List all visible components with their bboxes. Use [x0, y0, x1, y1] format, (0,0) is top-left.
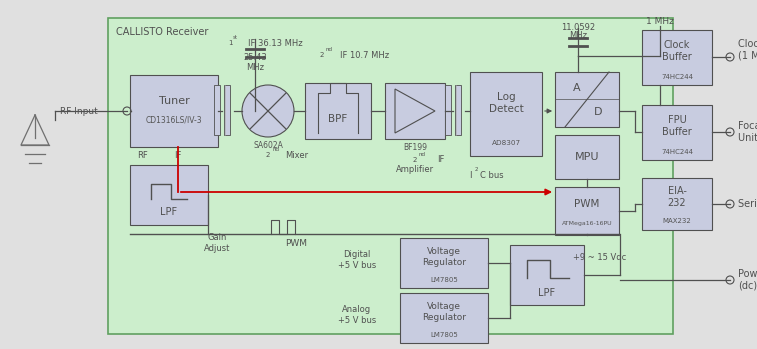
Text: Clock
Buffer: Clock Buffer	[662, 40, 692, 62]
Text: ATMega16-16PU: ATMega16-16PU	[562, 222, 612, 227]
Bar	[555, 135, 619, 179]
Text: 2: 2	[475, 167, 478, 172]
Text: 1 MHz: 1 MHz	[646, 17, 674, 27]
Text: 25.43: 25.43	[243, 53, 267, 62]
Text: EIA-
232: EIA- 232	[668, 186, 687, 208]
Text: nd: nd	[419, 152, 425, 157]
Bar	[385, 83, 445, 139]
Text: LM7805: LM7805	[430, 332, 458, 338]
Bar	[510, 245, 584, 305]
Text: LM7805: LM7805	[430, 277, 458, 283]
Bar	[470, 72, 542, 156]
Bar	[130, 165, 208, 225]
Text: Digital
+5 V bus: Digital +5 V bus	[338, 250, 376, 270]
Text: MPU: MPU	[575, 152, 600, 162]
Bar	[555, 72, 619, 127]
Text: AD8307: AD8307	[491, 140, 521, 146]
Text: Analog
+5 V bus: Analog +5 V bus	[338, 305, 376, 325]
Bar	[642, 105, 712, 160]
Text: IF: IF	[174, 150, 182, 159]
Text: nd: nd	[273, 147, 279, 152]
Bar	[214, 85, 220, 135]
Text: IF: IF	[437, 156, 444, 164]
Text: D: D	[593, 107, 603, 117]
Bar	[400, 293, 488, 343]
Text: 74HC244: 74HC244	[661, 74, 693, 80]
Text: BF199: BF199	[403, 143, 427, 153]
Text: 2: 2	[413, 157, 417, 163]
Text: Gain
Adjust: Gain Adjust	[204, 233, 230, 253]
Text: IF 36.13 MHz: IF 36.13 MHz	[248, 38, 303, 47]
Text: Power Input
(dc): Power Input (dc)	[738, 269, 757, 291]
Bar	[555, 187, 619, 235]
Bar	[108, 18, 673, 334]
Bar	[642, 178, 712, 230]
Bar	[455, 85, 461, 135]
Text: Serial Port: Serial Port	[738, 199, 757, 209]
Text: A: A	[573, 83, 581, 93]
Text: nd: nd	[325, 47, 332, 52]
Bar	[130, 75, 218, 147]
Text: +9 ~ 15 Vdc: +9 ~ 15 Vdc	[573, 253, 627, 262]
Circle shape	[242, 85, 294, 137]
Text: Log
Detect: Log Detect	[488, 92, 523, 114]
Bar	[445, 85, 451, 135]
Text: CALLISTO Receiver: CALLISTO Receiver	[116, 27, 208, 37]
Text: Mixer: Mixer	[285, 150, 308, 159]
Text: IF 10.7 MHz: IF 10.7 MHz	[340, 51, 389, 59]
Text: LPF: LPF	[538, 288, 556, 298]
Text: Voltage
Regulator: Voltage Regulator	[422, 247, 466, 267]
Text: BPF: BPF	[329, 114, 347, 124]
Text: 74HC244: 74HC244	[661, 149, 693, 155]
Text: 11.0592: 11.0592	[561, 22, 595, 31]
Bar	[400, 238, 488, 288]
Text: SA602A: SA602A	[253, 141, 283, 149]
Text: 1: 1	[228, 40, 232, 46]
Text: I: I	[469, 171, 472, 179]
Text: MAX232: MAX232	[662, 218, 691, 224]
Bar	[224, 85, 230, 135]
Text: RF: RF	[138, 150, 148, 159]
Text: C bus: C bus	[480, 171, 503, 179]
Text: RF Input: RF Input	[60, 107, 98, 117]
Text: Clock Input
(1 MHz TTL): Clock Input (1 MHz TTL)	[738, 39, 757, 61]
Text: PWM: PWM	[285, 238, 307, 247]
Bar	[642, 30, 712, 85]
Text: LPF: LPF	[160, 207, 178, 217]
Text: Voltage
Regulator: Voltage Regulator	[422, 302, 466, 322]
Text: Tuner: Tuner	[159, 96, 189, 106]
Text: MHz: MHz	[569, 31, 587, 40]
Text: Focal Plane
Unit Output: Focal Plane Unit Output	[738, 121, 757, 143]
Text: MHz: MHz	[246, 62, 264, 72]
Text: FPU
Buffer: FPU Buffer	[662, 115, 692, 137]
Text: 2: 2	[266, 152, 270, 158]
Text: CD1316LS/IV-3: CD1316LS/IV-3	[145, 116, 202, 125]
Text: st: st	[233, 35, 238, 40]
Text: 2: 2	[320, 52, 325, 58]
Text: PWM: PWM	[575, 199, 600, 209]
Bar	[305, 83, 371, 139]
Text: Amplifier: Amplifier	[396, 165, 434, 174]
